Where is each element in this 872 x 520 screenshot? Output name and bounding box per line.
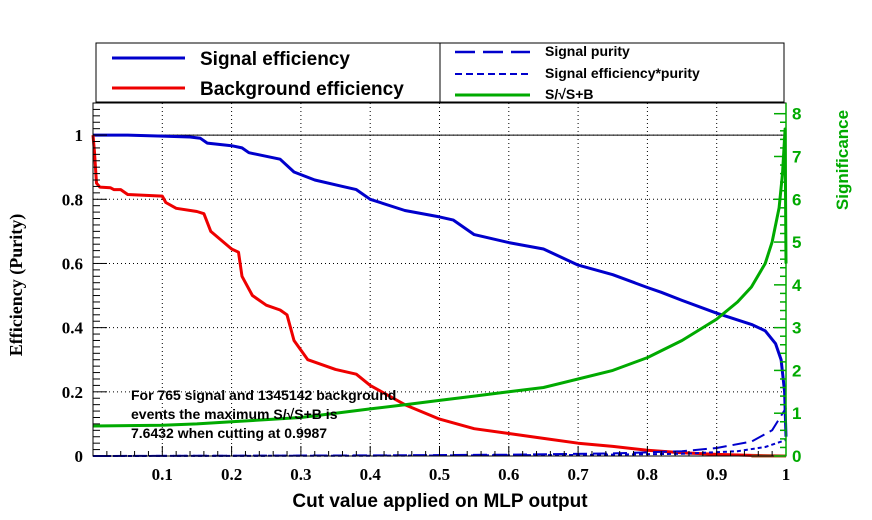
x-tick-labels: 0.1 0.2 0.3 0.4 0.5 0.6 0.7 0.8 0.9 1 xyxy=(152,465,791,484)
x-tick-label-4: 0.5 xyxy=(429,465,450,484)
x-tick-label-3: 0.4 xyxy=(360,465,382,484)
y2-tick-label-5: 5 xyxy=(792,233,801,252)
legend-label-background-efficiency: Background efficiency xyxy=(200,79,404,100)
legend-label-significance: S/√S+B xyxy=(545,86,594,102)
y2-tick-labels: 0 1 2 3 4 5 6 7 8 xyxy=(792,105,802,466)
x-tick-label-9: 1 xyxy=(782,465,791,484)
legend-label-signal-purity: Signal purity xyxy=(545,43,630,59)
annotation-line-3: 7.6432 when cutting at 0.9987 xyxy=(131,425,327,441)
x-tick-label-6: 0.7 xyxy=(567,465,589,484)
y2-axis-title: Significance xyxy=(833,110,852,210)
x-axis-title: Cut value applied on MLP output xyxy=(292,491,588,512)
y-tick-labels: 0 0.2 0.4 0.6 0.8 1 xyxy=(62,126,84,466)
series-line-signal-efficiency xyxy=(93,133,788,437)
x-tick-label-5: 0.6 xyxy=(498,465,519,484)
series-line-signal-efficiency-purity xyxy=(92,439,787,457)
x-tick-label-0: 0.1 xyxy=(152,465,173,484)
y-axis-title: Efficiency (Purity) xyxy=(6,214,27,356)
x-tick-label-7: 0.8 xyxy=(637,465,658,484)
y-tick-label-0: 0 xyxy=(75,447,84,466)
series-line-s-s-b xyxy=(92,127,788,428)
y2-tick-label-8: 8 xyxy=(792,105,801,124)
annotation: For 765 signal and 1345142 background ev… xyxy=(131,387,396,441)
y2-tick-label-2: 2 xyxy=(792,361,801,380)
annotation-line-1: For 765 signal and 1345142 background xyxy=(131,387,396,403)
y2-tick-label-7: 7 xyxy=(792,147,801,166)
y2-tick-label-6: 6 xyxy=(792,190,801,209)
y-tick-label-5: 1 xyxy=(75,126,84,145)
y-tick-label-2: 0.4 xyxy=(62,319,84,338)
y2-tick-label-4: 4 xyxy=(792,276,802,295)
y-tick-label-3: 0.6 xyxy=(62,254,83,273)
legend-label-signal-efficiency-purity: Signal efficiency*purity xyxy=(545,65,700,81)
axis-ticks xyxy=(92,102,787,457)
grid-lines xyxy=(93,103,786,456)
legend: Signal efficiency Background efficiency … xyxy=(95,42,785,103)
annotation-line-2: events the maximum S/√S+B is xyxy=(131,406,338,422)
y2-tick-label-1: 1 xyxy=(792,404,801,423)
legend-label-signal-efficiency: Signal efficiency xyxy=(200,49,350,70)
series-line-background-efficiency xyxy=(91,134,787,458)
y2-tick-label-3: 3 xyxy=(792,319,801,338)
x-tick-label-8: 0.9 xyxy=(706,465,727,484)
y-tick-label-4: 0.8 xyxy=(62,190,83,209)
x-tick-label-1: 0.2 xyxy=(221,465,242,484)
x-tick-label-2: 0.3 xyxy=(290,465,311,484)
y2-tick-label-0: 0 xyxy=(792,447,801,466)
y-tick-label-1: 0.2 xyxy=(62,383,83,402)
